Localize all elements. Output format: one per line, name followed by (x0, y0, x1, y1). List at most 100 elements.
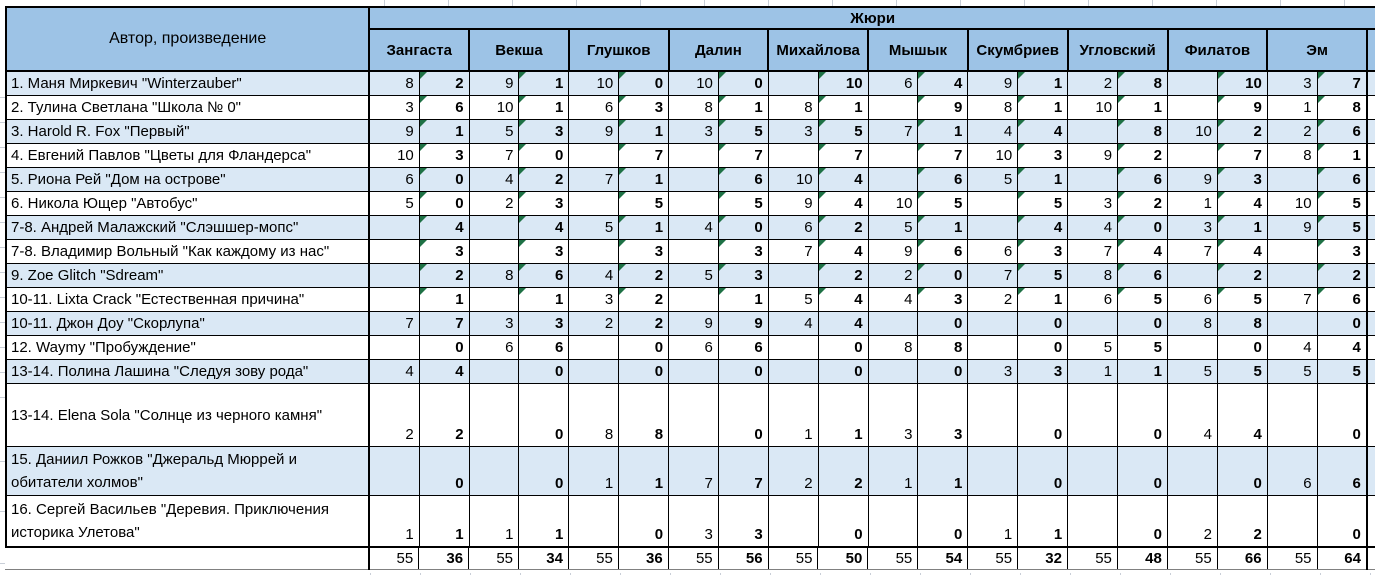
score-cell[interactable]: 5 (1067, 335, 1119, 360)
score-cell[interactable]: 8 (1216, 311, 1268, 336)
score-cell[interactable]: 0 (518, 143, 570, 168)
author-cell[interactable]: 13-14. Elena Sola "Солнце из черного кам… (4, 383, 371, 447)
score-cell[interactable]: 3 (1216, 167, 1268, 192)
score-cell[interactable] (1266, 263, 1318, 288)
score-cell[interactable]: 5 (717, 119, 769, 144)
score-cell[interactable]: 4 (1067, 215, 1119, 240)
score-cell[interactable]: 7 (867, 119, 919, 144)
score-cell[interactable] (767, 495, 819, 548)
score-cell[interactable]: 8 (967, 95, 1019, 120)
score-cell[interactable] (967, 446, 1019, 496)
score-cell[interactable]: 6 (668, 335, 719, 360)
score-cell[interactable]: 3 (518, 239, 570, 264)
score-cell[interactable]: 5 (817, 119, 869, 144)
score-cell[interactable] (1167, 95, 1218, 120)
score-cell[interactable]: 4 (418, 359, 470, 384)
jury-group-header[interactable]: Жюри (368, 6, 1375, 30)
score-cell[interactable]: 10 (767, 167, 819, 192)
score-cell[interactable]: 6 (917, 167, 969, 192)
score-cell[interactable]: 0 (518, 446, 570, 496)
score-cell[interactable]: 8 (1167, 311, 1218, 336)
score-cell[interactable]: 0 (1017, 335, 1069, 360)
score-cell[interactable]: 1 (518, 287, 570, 312)
score-cell[interactable] (468, 383, 520, 447)
score-cell[interactable]: 3 (917, 383, 969, 447)
score-cell[interactable] (967, 383, 1019, 447)
total-sum-cell[interactable]: 66 (1216, 547, 1268, 570)
score-cell[interactable]: 1 (1216, 215, 1268, 240)
score-cell[interactable]: 5 (568, 215, 620, 240)
score-cell[interactable]: 8 (1117, 70, 1169, 96)
score-cell[interactable]: 10 (1067, 95, 1119, 120)
score-cell[interactable] (368, 287, 420, 312)
score-cell[interactable]: 8 (1117, 119, 1169, 144)
score-cell[interactable]: 9 (967, 70, 1019, 96)
score-cell[interactable]: 1 (618, 446, 670, 496)
score-cell[interactable]: 3 (418, 143, 470, 168)
score-cell[interactable] (468, 446, 520, 496)
score-cell[interactable]: 3 (1017, 239, 1069, 264)
score-cell[interactable]: 7 (668, 446, 719, 496)
score-cell[interactable]: 6 (568, 95, 620, 120)
score-cell[interactable]: 2 (1067, 70, 1119, 96)
score-cell[interactable]: 6 (1266, 446, 1318, 496)
score-cell[interactable]: 1 (468, 495, 520, 548)
total-max-cell[interactable]: 55 (967, 547, 1019, 570)
score-cell[interactable]: 1 (717, 95, 769, 120)
score-cell[interactable]: 7 (1266, 287, 1318, 312)
total-max-cell[interactable]: 55 (567, 547, 619, 570)
score-cell[interactable]: 1 (917, 119, 969, 144)
score-cell[interactable] (967, 215, 1019, 240)
score-cell[interactable]: 1 (418, 495, 470, 548)
total-sum-cell[interactable]: 48 (1116, 547, 1168, 570)
score-cell[interactable]: 3 (1167, 215, 1218, 240)
score-cell[interactable]: 10 (1266, 191, 1318, 216)
score-cell[interactable]: 6 (368, 167, 420, 192)
jury-header-10[interactable]: Эм (1266, 28, 1368, 72)
score-cell[interactable] (668, 191, 719, 216)
score-cell[interactable]: 0 (418, 191, 470, 216)
score-cell[interactable]: 5 (368, 191, 420, 216)
score-cell[interactable]: 1 (1017, 167, 1069, 192)
score-cell[interactable]: 7 (418, 311, 470, 336)
score-cell[interactable]: 1 (717, 287, 769, 312)
score-cell[interactable]: 0 (618, 70, 670, 96)
score-cell[interactable]: 5 (1316, 191, 1368, 216)
score-cell[interactable]: 0 (418, 335, 470, 360)
score-cell[interactable]: 3 (468, 311, 520, 336)
score-cell[interactable] (767, 70, 819, 96)
total-sum-cell[interactable]: 50 (817, 547, 869, 570)
score-cell[interactable] (867, 95, 919, 120)
score-cell[interactable]: 2 (1216, 263, 1268, 288)
score-cell[interactable] (568, 359, 620, 384)
score-cell[interactable]: 8 (1316, 95, 1368, 120)
score-cell[interactable]: 3 (717, 239, 769, 264)
score-cell[interactable] (1067, 383, 1119, 447)
score-cell[interactable]: 10 (1167, 119, 1218, 144)
score-cell[interactable]: 6 (1067, 287, 1119, 312)
score-cell[interactable]: 4 (1266, 335, 1318, 360)
score-cell[interactable] (368, 335, 420, 360)
total-max-cell[interactable]: 55 (367, 547, 420, 570)
score-cell[interactable]: 3 (518, 119, 570, 144)
score-cell[interactable]: 3 (1017, 143, 1069, 168)
score-cell[interactable]: 7 (967, 263, 1019, 288)
jury-header-8[interactable]: Угловский (1066, 28, 1169, 72)
score-cell[interactable] (568, 335, 620, 360)
score-cell[interactable]: 9 (717, 311, 769, 336)
score-cell[interactable]: 1 (1316, 143, 1368, 168)
score-cell[interactable] (767, 143, 819, 168)
score-cell[interactable]: 10 (368, 143, 420, 168)
score-cell[interactable]: 10 (568, 70, 620, 96)
score-cell[interactable]: 6 (717, 335, 769, 360)
score-cell[interactable]: 5 (468, 119, 520, 144)
score-cell[interactable] (468, 239, 520, 264)
jury-header-4[interactable]: Далин (667, 28, 770, 72)
score-cell[interactable] (867, 495, 919, 548)
score-cell[interactable]: 5 (1117, 287, 1169, 312)
jury-header-1[interactable]: Зангаста (368, 28, 471, 72)
score-cell[interactable]: 6 (717, 167, 769, 192)
jury-header-7[interactable]: Скумбриев (966, 28, 1069, 72)
score-cell[interactable]: 4 (418, 215, 470, 240)
score-cell[interactable] (668, 359, 719, 384)
